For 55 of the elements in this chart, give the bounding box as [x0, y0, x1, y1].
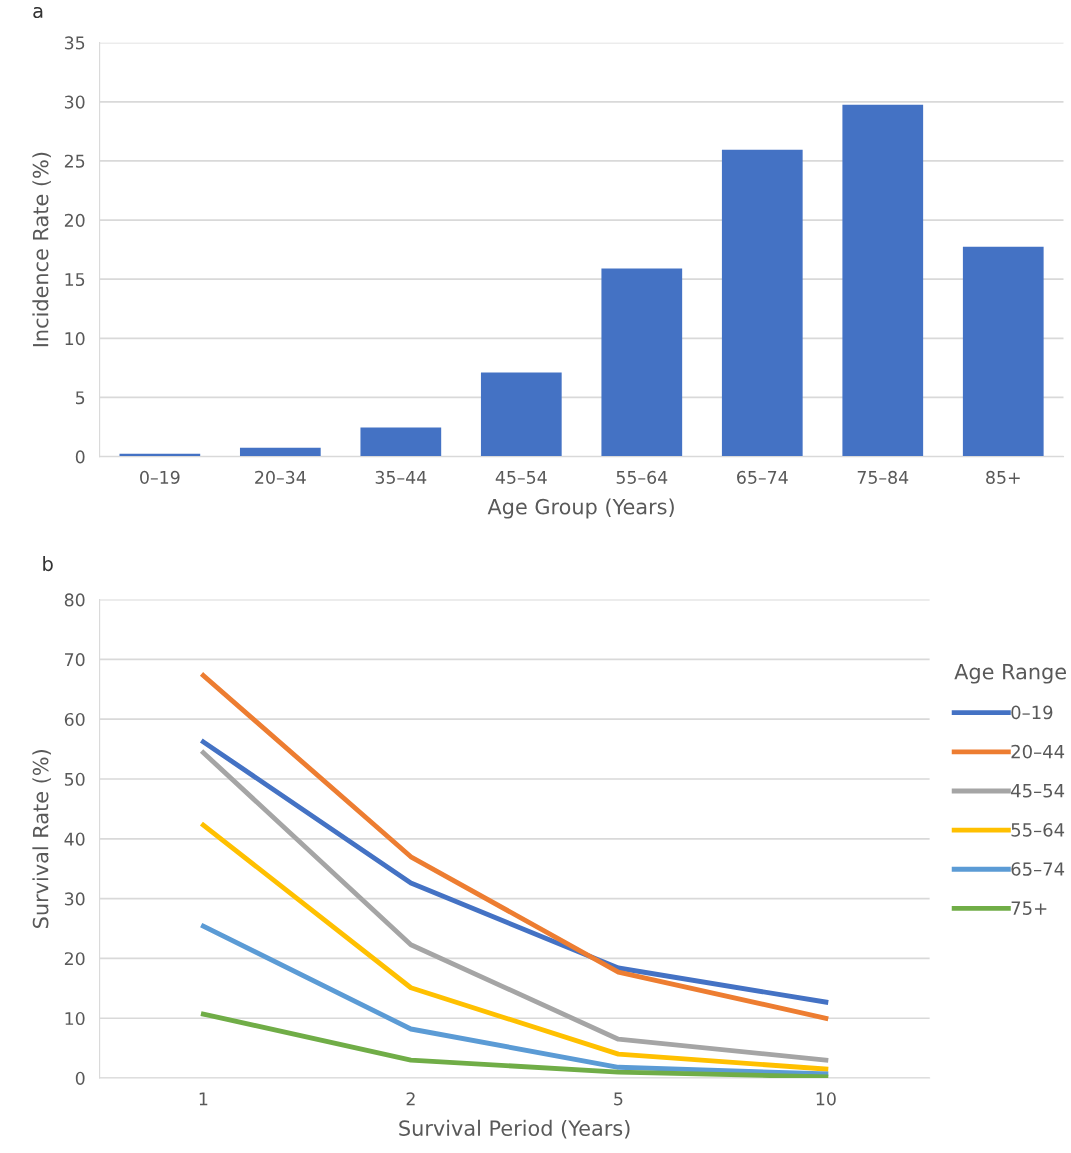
y-tick-label: 0 [75, 450, 85, 464]
y-tick-label: 10 [65, 332, 85, 346]
x-tick-label: 35–44 [375, 470, 427, 484]
y-tick-label: 40 [64, 832, 85, 846]
x-tick-label: 0–19 [140, 470, 180, 484]
text: b [43, 556, 53, 572]
y-tick-label: 35 [64, 36, 85, 50]
legend-label: 45–54 [1011, 784, 1065, 798]
y-tick-label: 20 [64, 952, 85, 966]
y-axis-title: Incidence Rate (%) [32, 152, 51, 347]
x-axis-title: Survival Period (Years) [399, 1119, 630, 1139]
y-tick-label: 50 [64, 772, 85, 786]
x-tick-label: 10 [816, 1092, 836, 1106]
x-axis-title: Age Group (Years) [487, 498, 674, 519]
legend-label: 75+ [1011, 901, 1047, 915]
x-tick-label: 1 [199, 1092, 208, 1106]
bar [721, 149, 803, 457]
bar [239, 447, 321, 457]
bar [360, 427, 442, 457]
text: a [33, 6, 43, 19]
y-tick-label: 80 [64, 593, 85, 607]
y-tick-label: 30 [64, 892, 85, 906]
x-tick-label: 5 [614, 1092, 623, 1106]
x-tick-label: 85+ [986, 470, 1020, 484]
x-tick-label: 20–34 [255, 470, 306, 484]
x-tick-label: 55–64 [616, 470, 668, 484]
legend-label: 0–19 [1011, 705, 1053, 720]
y-tick-label: 30 [64, 95, 85, 109]
bar [962, 246, 1044, 457]
line-series [200, 750, 829, 1063]
x-tick-label: 75–84 [857, 470, 909, 484]
x-tick-label: 65–74 [737, 470, 788, 484]
legend-label: 55–64 [1011, 823, 1065, 837]
x-tick-label: 45–54 [495, 471, 547, 484]
line-series [200, 1011, 829, 1079]
line-series [200, 923, 829, 1077]
bar [480, 372, 562, 457]
y-tick-label: 20 [64, 213, 85, 227]
y-tick-label: 5 [76, 391, 85, 405]
y-tick-label: 70 [65, 653, 85, 667]
y-tick-label: 15 [65, 273, 85, 287]
y-axis-title: Survival Rate (%) [32, 750, 51, 928]
y-tick-label: 0 [75, 1071, 85, 1085]
bar [842, 104, 924, 457]
y-tick-label: 10 [65, 1011, 85, 1026]
y-tick-label: 25 [64, 154, 85, 168]
line-series [200, 822, 829, 1072]
line-series [200, 739, 829, 1005]
line-series [200, 673, 829, 1021]
bar [601, 268, 683, 457]
legend-label: 65–74 [1011, 862, 1065, 876]
legend-title: Age Range [954, 664, 1066, 684]
legend-label: 20–44 [1011, 744, 1065, 759]
x-tick-label: 2 [406, 1092, 415, 1106]
y-tick-label: 60 [64, 712, 85, 727]
